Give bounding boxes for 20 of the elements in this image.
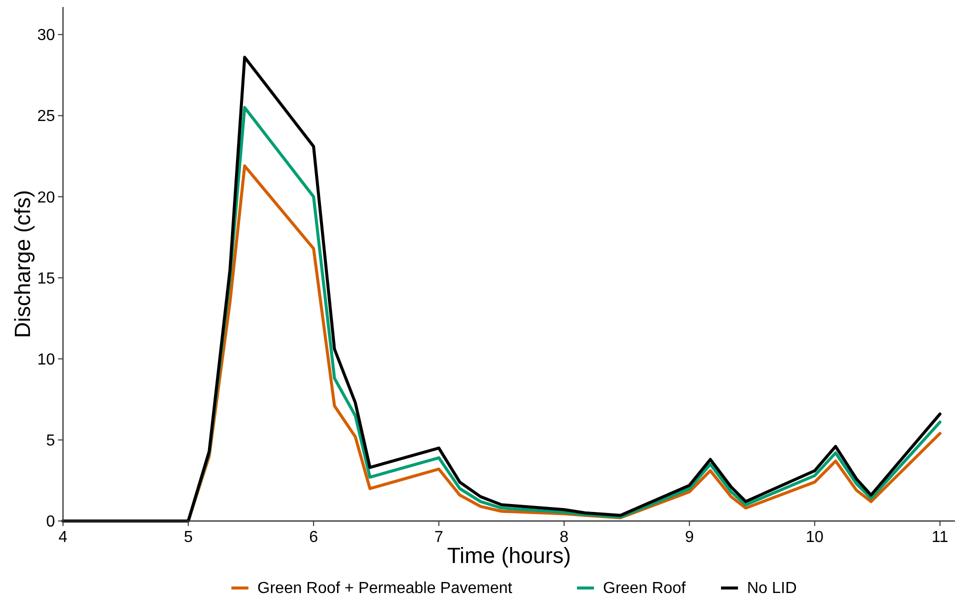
y-tick-label: 25 [37, 108, 56, 126]
x-tick-label: 6 [309, 529, 318, 546]
x-tick-label: 9 [684, 529, 694, 546]
x-tick-label: 5 [184, 529, 193, 546]
x-tick-label: 10 [806, 529, 824, 546]
y-tick-label: 30 [37, 27, 56, 44]
x-tick-label: 7 [434, 529, 444, 546]
y-tick-label: 5 [46, 432, 56, 450]
x-tick-label: 11 [932, 529, 948, 546]
y-axis-title: Discharge (cfs) [10, 190, 35, 338]
y-tick-label: 0 [46, 514, 56, 531]
x-axis-title: Time (hours) [447, 543, 571, 568]
legend-label: Green Roof [603, 580, 686, 597]
y-tick-label: 15 [37, 270, 56, 288]
y-tick-label: 20 [37, 189, 56, 206]
legend-label: No LID [747, 580, 797, 597]
y-tick-label: 10 [37, 351, 56, 368]
x-tick-label: 4 [58, 529, 68, 546]
x-tick-label: 8 [560, 529, 569, 546]
legend-label: Green Roof + Permeable Pavement [257, 580, 513, 597]
